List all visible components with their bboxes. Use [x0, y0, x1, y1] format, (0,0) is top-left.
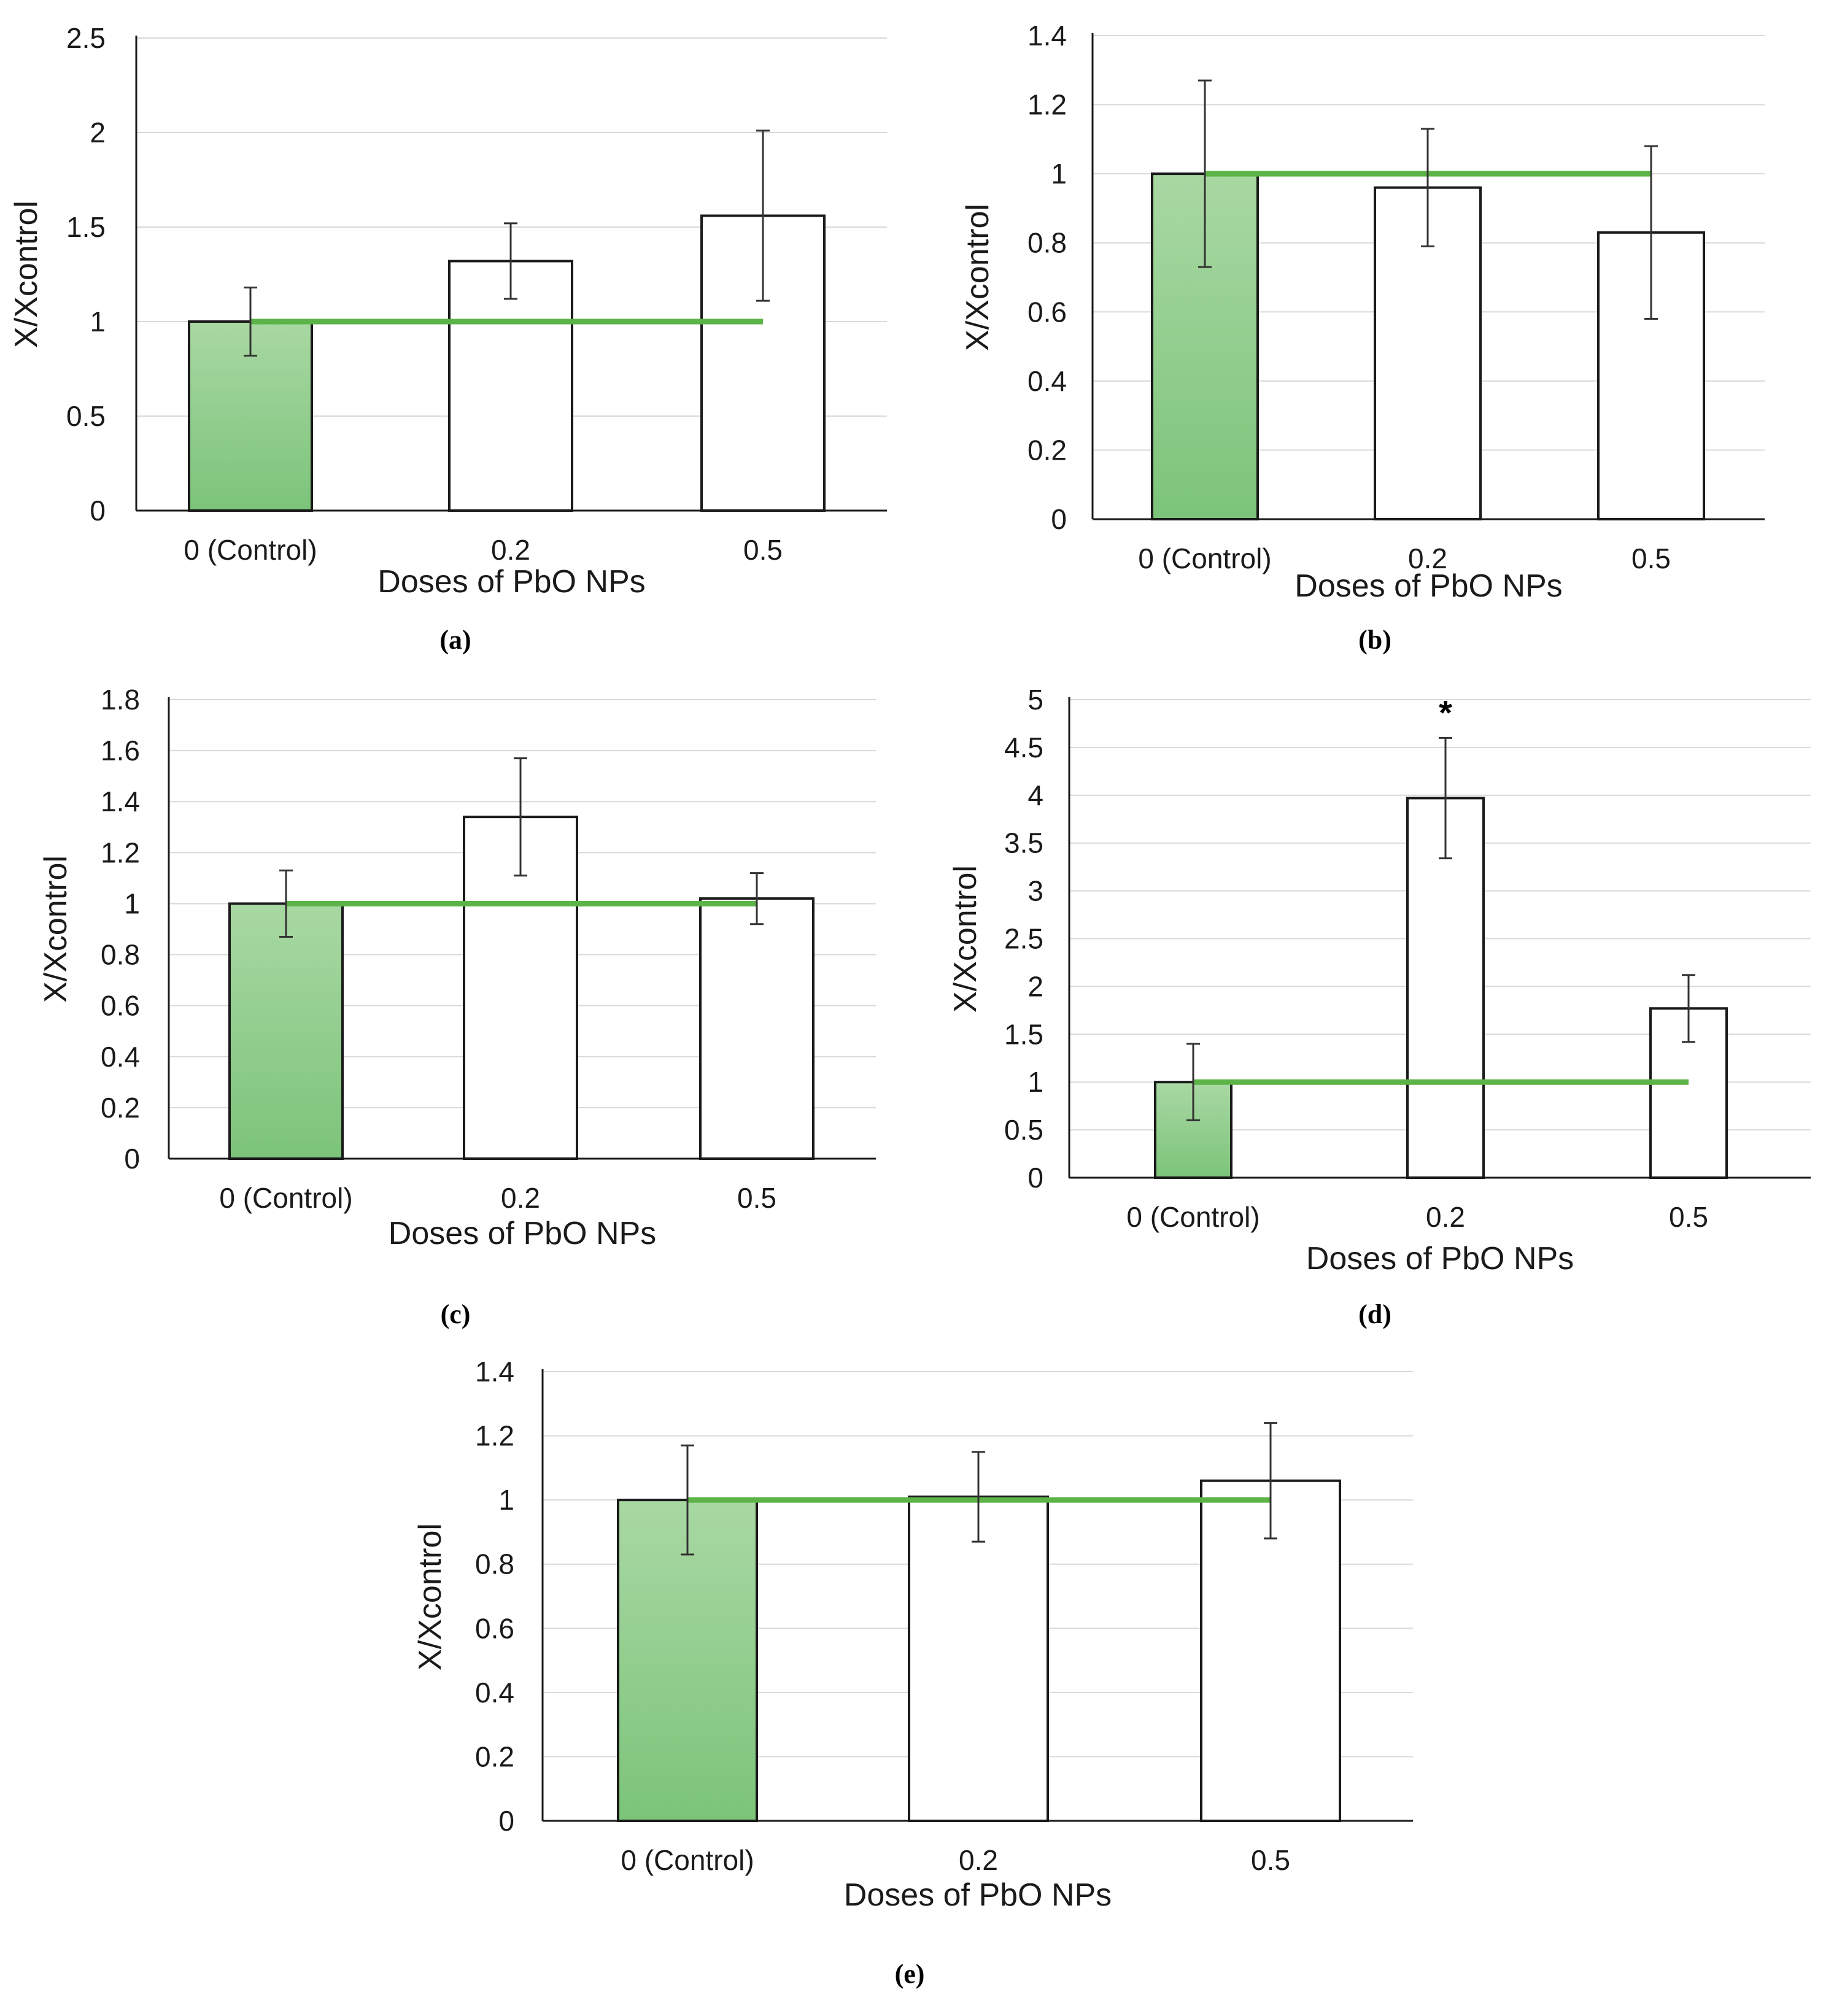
y-tick-label: 1.4 — [475, 1356, 514, 1388]
x-tick-label: 0.2 — [1426, 1201, 1465, 1233]
y-tick-label: 1.4 — [1027, 20, 1067, 52]
panel-label: (b) — [1358, 625, 1391, 655]
y-tick-label: 1 — [90, 306, 106, 338]
panel-b: 0 0.2 0.4 0.6 0.8 1 1.2 1.4 0 (Control) 0.2 0.5 Dos… — [960, 20, 1765, 655]
y-tick-label: 0.8 — [1027, 227, 1067, 259]
x-tick-label: 0.5 — [1251, 1844, 1290, 1876]
bar-control — [228, 902, 344, 1160]
y-tick-label: 2.5 — [66, 22, 106, 54]
y-tick-label: 4 — [1027, 779, 1043, 811]
y-axis-title: X/Xcontrol — [960, 204, 996, 351]
x-axis-title: Doses of PbO NPs — [1306, 1241, 1574, 1276]
y-tick-label: 1.2 — [101, 836, 140, 868]
y-tick-label: 5 — [1027, 684, 1043, 716]
panel-e: 0 0.2 0.4 0.6 0.8 1 1.2 1.4 0 (Control) 0.2 0.5 Dos… — [412, 1356, 1413, 1989]
bar-dose-0.2 — [908, 1495, 1049, 1822]
panel-label: (a) — [439, 625, 471, 655]
y-tick-label: 3.5 — [1004, 827, 1043, 859]
y-tick-label: 0 — [1027, 1162, 1043, 1194]
y-tick-label: 0 — [498, 1805, 514, 1837]
x-tick-label: 0.5 — [1631, 543, 1671, 574]
y-tick-label: 0.5 — [1004, 1114, 1043, 1146]
x-axis-title: Doses of PbO NPs — [1294, 568, 1562, 604]
y-tick-label: 2.5 — [1004, 923, 1043, 955]
y-tick-label: 0.5 — [66, 400, 106, 432]
y-tick-label: 0 — [124, 1143, 140, 1175]
x-tick-label: 0.5 — [737, 1182, 776, 1214]
panel-label: (e) — [895, 1959, 925, 1989]
panel-d: 0 0.5 1 1.5 2 2.5 3 3.5 4 4.5 5 * 0 (Control) 0.2 0.5 D… — [948, 684, 1811, 1329]
x-axis-title: Doses of PbO NPs — [844, 1877, 1112, 1913]
y-tick-label: 1.5 — [66, 211, 106, 243]
y-axis-title: X/Xcontrol — [412, 1523, 448, 1670]
y-tick-label: 0.8 — [475, 1548, 514, 1580]
panel-c: 0 0.2 0.4 0.6 0.8 1 1.2 1.4 1.6 1.8 0 (Control) 0.2… — [38, 684, 876, 1329]
bar-dose-0.2 — [448, 260, 573, 512]
x-axis-title: Doses of PbO NPs — [389, 1216, 656, 1251]
y-tick-label: 1 — [1051, 158, 1067, 190]
y-tick-label: 0.2 — [101, 1092, 140, 1124]
y-tick-label: 1.2 — [475, 1420, 514, 1452]
y-tick-label: 4.5 — [1004, 732, 1043, 763]
x-tick-label: 0 (Control) — [184, 534, 317, 566]
x-tick-label: 0.2 — [959, 1844, 998, 1876]
y-tick-label: 0.4 — [101, 1041, 140, 1073]
bar-dose-0.5 — [699, 897, 815, 1160]
x-tick-label: 0.2 — [491, 534, 530, 566]
x-tick-label: 0 (Control) — [219, 1182, 352, 1214]
y-tick-label: 0.4 — [1027, 365, 1067, 397]
y-tick-label: 1.2 — [1027, 89, 1067, 121]
bar-dose-0.2 — [1406, 797, 1485, 1179]
y-tick-label: 0 — [1051, 503, 1067, 535]
x-tick-label: 0.2 — [1408, 543, 1447, 574]
y-tick-label: 0.8 — [101, 939, 140, 971]
y-tick-label: 2 — [90, 117, 106, 149]
panel-a: 0 0.5 1 1.5 2 2.5 0 (Control) 0.2 0.5 Doses of Pb… — [9, 22, 887, 655]
significance-star: * — [1439, 693, 1452, 732]
panel-label: (d) — [1358, 1299, 1391, 1329]
y-tick-label: 3 — [1027, 875, 1043, 907]
y-tick-label: 1.6 — [101, 735, 140, 767]
y-tick-label: 1 — [1027, 1066, 1043, 1098]
x-tick-label: 0.5 — [743, 534, 783, 566]
y-tick-label: 1.4 — [101, 786, 140, 817]
x-tick-label: 0 (Control) — [621, 1844, 754, 1876]
x-tick-label: 0.2 — [501, 1182, 540, 1214]
x-tick-label: 0.5 — [1669, 1201, 1708, 1233]
y-axis-title: X/Xcontrol — [38, 855, 74, 1003]
y-tick-label: 0 — [90, 495, 106, 527]
y-tick-label: 0.6 — [1027, 296, 1067, 328]
panel-label: (c) — [441, 1299, 471, 1329]
y-tick-label: 1.8 — [101, 684, 140, 716]
y-axis-title: X/Xcontrol — [9, 201, 44, 348]
y-tick-label: 0.4 — [475, 1677, 514, 1709]
y-tick-label: 0.2 — [1027, 434, 1067, 466]
y-tick-label: 0.2 — [475, 1740, 514, 1772]
x-tick-label: 0 (Control) — [1138, 543, 1271, 574]
x-axis-title: Doses of PbO NPs — [377, 564, 645, 600]
y-tick-label: 1.5 — [1004, 1018, 1043, 1050]
x-tick-label: 0 (Control) — [1126, 1201, 1260, 1233]
y-tick-label: 1 — [124, 887, 140, 919]
y-tick-label: 1 — [498, 1484, 514, 1516]
y-tick-label: 2 — [1027, 970, 1043, 1002]
y-tick-label: 0.6 — [475, 1612, 514, 1644]
y-axis-title: X/Xcontrol — [948, 865, 983, 1013]
y-tick-label: 0.6 — [101, 990, 140, 1022]
